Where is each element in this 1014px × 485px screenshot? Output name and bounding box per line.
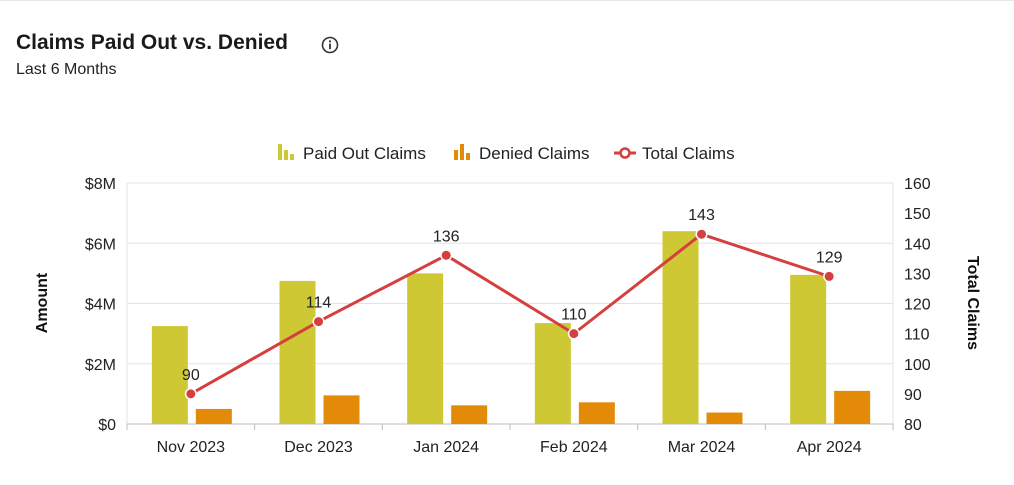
paid-bar — [279, 280, 316, 424]
x-tick-label: Feb 2024 — [540, 439, 608, 456]
y2-tick-label: 150 — [904, 206, 931, 223]
paid-bar — [790, 274, 827, 424]
y2-tick-label: 120 — [904, 297, 931, 314]
legend-paid-icon — [284, 150, 288, 160]
info-circle-icon[interactable] — [320, 35, 340, 55]
chart-subtitle: Last 6 Months — [16, 61, 117, 78]
total-data-label: 110 — [561, 307, 587, 324]
legend-total-icon — [619, 147, 631, 159]
denied-bar — [195, 408, 232, 424]
y2-tick-label: 160 — [904, 176, 931, 193]
total-data-label: 114 — [306, 295, 332, 312]
total-point — [314, 317, 323, 327]
y-tick-label: $2M — [85, 357, 116, 374]
y2-tick-label: 80 — [904, 417, 922, 434]
x-tick-label: Mar 2024 — [668, 439, 736, 456]
y-tick-label: $8M — [85, 176, 116, 193]
y-tick-label: $0 — [98, 417, 116, 434]
x-tick-label: Jan 2024 — [413, 439, 479, 456]
top-divider — [0, 0, 1014, 1]
paid-bar — [534, 323, 571, 424]
legend-denied-icon — [466, 153, 470, 160]
y-axis-title: Amount — [34, 272, 51, 333]
chart-title: Claims Paid Out vs. Denied — [16, 31, 288, 54]
total-data-label: 143 — [688, 207, 715, 224]
total-point — [186, 389, 196, 399]
y-tick-label: $6M — [85, 236, 116, 253]
total-data-label: 129 — [816, 249, 843, 266]
x-tick-label: Dec 2023 — [284, 439, 353, 456]
legend-paid-icon — [290, 154, 294, 160]
paid-bar — [407, 273, 444, 424]
legend-label-paid: Paid Out Claims — [303, 144, 426, 163]
denied-bar — [706, 412, 743, 424]
denied-bar — [578, 402, 615, 424]
legend-label-total: Total Claims — [642, 144, 735, 163]
legend-denied-icon — [460, 144, 464, 160]
y2-tick-label: 100 — [904, 357, 931, 374]
paid-bar — [151, 326, 188, 424]
y2-tick-label: 130 — [904, 266, 931, 283]
y2-tick-label: 140 — [904, 236, 931, 253]
denied-bar — [323, 395, 360, 424]
y-tick-label: $4M — [85, 297, 116, 314]
x-tick-label: Nov 2023 — [157, 439, 226, 456]
legend-label-denied: Denied Claims — [479, 144, 590, 163]
total-data-label: 90 — [182, 367, 200, 384]
denied-bar — [451, 405, 488, 424]
legend-paid-icon — [278, 144, 282, 160]
paid-bar — [662, 231, 699, 424]
legend-denied-icon — [454, 150, 458, 160]
denied-bar — [834, 390, 871, 424]
total-point — [697, 229, 706, 239]
total-point — [569, 329, 579, 339]
total-data-label: 136 — [433, 228, 460, 245]
total-claims-line — [190, 232, 830, 396]
y2-axis-title: Total Claims — [964, 256, 981, 350]
x-tick-label: Apr 2024 — [797, 439, 862, 456]
y2-tick-label: 110 — [904, 327, 930, 344]
y2-tick-label: 90 — [904, 387, 922, 404]
total-point — [441, 250, 451, 260]
total-point — [824, 271, 834, 281]
